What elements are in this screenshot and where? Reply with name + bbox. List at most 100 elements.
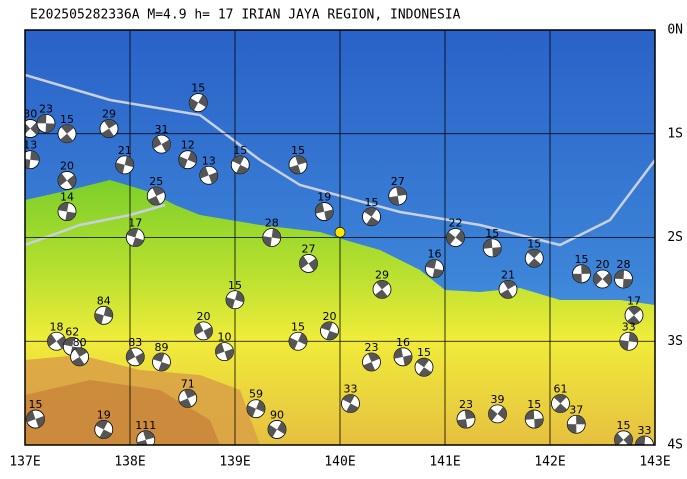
beachball-quadrant: [178, 151, 197, 169]
beachball-quadrant: [37, 114, 55, 133]
depth-label: 17: [128, 217, 142, 230]
focal-mechanism: [446, 228, 465, 247]
beachball-quadrant: [342, 394, 359, 413]
focal-mechanism: [393, 347, 413, 367]
beachball-quadrant: [60, 124, 74, 143]
beachball-quadrant: [614, 269, 633, 289]
focal-mechanism: [152, 352, 171, 372]
focal-mechanism: [215, 342, 234, 362]
depth-label: 33: [344, 383, 358, 396]
depth-label: 15: [228, 279, 242, 292]
depth-label: 15: [527, 237, 541, 250]
beachball-quadrant: [315, 202, 334, 221]
beachball-quadrant: [614, 433, 633, 445]
depth-label: 20: [60, 159, 74, 172]
depth-label: 23: [459, 398, 473, 411]
focal-mechanism: [524, 409, 544, 429]
focal-mechanism: [551, 394, 570, 413]
beachball-quadrant: [115, 156, 134, 174]
beachball-quadrant: [94, 306, 113, 324]
beachball-quadrant: [619, 332, 638, 351]
depth-label: 20: [323, 310, 337, 323]
focal-mechanism: [635, 435, 654, 445]
depth-label: 14: [60, 191, 74, 204]
depth-label: 19: [97, 408, 111, 421]
focal-mechanism: [362, 352, 381, 372]
lat-tick-label: 3S: [667, 334, 683, 349]
depth-label: 16: [428, 248, 442, 261]
title: E202505282336A M=4.9 h= 17 IRIAN JAYA RE…: [30, 8, 461, 23]
depth-label: 83: [128, 336, 142, 349]
focal-mechanism: [115, 155, 135, 175]
beachball-quadrant: [525, 410, 544, 428]
depth-label: 21: [118, 144, 132, 157]
depth-label: 13: [23, 139, 37, 152]
focal-mechanism: [456, 409, 476, 429]
beachball-quadrant: [321, 321, 338, 340]
focal-mechanism: [225, 290, 245, 310]
focal-mechanism: [320, 321, 339, 341]
beachball-quadrant: [199, 166, 218, 184]
beachball-quadrant: [25, 122, 40, 135]
lat-tick-label: 0N: [667, 23, 683, 38]
depth-label: 15: [291, 144, 305, 157]
depth-label: 90: [270, 408, 284, 421]
focal-mechanism: [498, 279, 518, 299]
beachball-quadrant: [126, 348, 145, 365]
focal-mechanism: [125, 347, 145, 367]
focal-mechanism: [47, 331, 66, 351]
beachball-quadrant: [446, 230, 465, 245]
beachball-quadrant: [47, 333, 66, 349]
map-frame: [24, 29, 656, 446]
depth-label: 80: [73, 336, 87, 349]
beachball-quadrant: [627, 306, 641, 325]
depth-label: 23: [39, 102, 53, 115]
depth-label: 15: [29, 398, 43, 411]
epicenter: [334, 227, 346, 238]
beachball-quadrant: [416, 358, 432, 377]
beachball-quadrant: [572, 264, 591, 283]
focal-mechanism: [614, 430, 633, 445]
beachball-quadrant: [364, 207, 379, 226]
focal-mechanism: [624, 305, 644, 325]
focal-mechanism: [614, 269, 633, 289]
depth-label: 12: [181, 139, 195, 152]
depth-label: 21: [501, 268, 515, 281]
depth-label: 15: [485, 227, 499, 240]
depth-label: 27: [391, 175, 405, 188]
beachball-quadrant: [488, 406, 507, 421]
depth-label: 29: [375, 268, 389, 281]
focal-mechanism: [288, 331, 308, 351]
beachball-quadrant: [553, 394, 568, 413]
beachball-quadrant: [25, 150, 40, 169]
beachball-quadrant: [95, 420, 112, 439]
focal-mechanism: [566, 414, 586, 434]
depth-label: 15: [575, 253, 589, 266]
focal-mechanism: [178, 150, 198, 170]
focal-mechanism: [194, 321, 213, 341]
depth-label: 61: [554, 383, 568, 396]
focal-mechanism: [70, 347, 89, 367]
depth-label: 33: [622, 320, 636, 333]
focal-mechanism: [372, 279, 392, 299]
lat-tick-label: 1S: [667, 126, 683, 141]
depth-label: 15: [60, 113, 74, 126]
depth-label: 18: [50, 320, 64, 333]
depth-label: 84: [97, 294, 111, 307]
focal-mechanism: [288, 155, 308, 175]
beachball-quadrant: [425, 259, 444, 278]
beachball-quadrant: [393, 348, 413, 366]
lon-tick-label: 139E: [219, 455, 250, 470]
beachball-quadrant: [71, 347, 88, 366]
focal-mechanism: [125, 228, 145, 247]
beachball-quadrant: [567, 415, 586, 434]
depth-label: 27: [302, 242, 316, 255]
beachball-quadrant: [189, 94, 208, 111]
lon-tick-label: 138E: [114, 455, 145, 470]
beachball-quadrant: [26, 410, 45, 428]
depth-label: 33: [638, 424, 652, 437]
depth-label: 19: [317, 191, 331, 204]
focal-mechanism: [246, 399, 266, 419]
